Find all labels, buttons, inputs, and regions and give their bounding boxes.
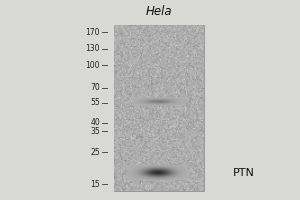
Text: 35: 35 (90, 127, 100, 136)
Text: PTN: PTN (233, 168, 255, 178)
Text: 25: 25 (90, 148, 100, 157)
Text: 100: 100 (85, 61, 100, 70)
Text: 55: 55 (90, 98, 100, 107)
Text: 170: 170 (85, 28, 100, 37)
Text: 40: 40 (90, 118, 100, 127)
Text: Hela: Hela (146, 5, 172, 18)
Bar (114, 25, 203, 191)
Text: 70: 70 (90, 83, 100, 92)
Text: 130: 130 (85, 44, 100, 53)
Text: 15: 15 (90, 180, 100, 189)
